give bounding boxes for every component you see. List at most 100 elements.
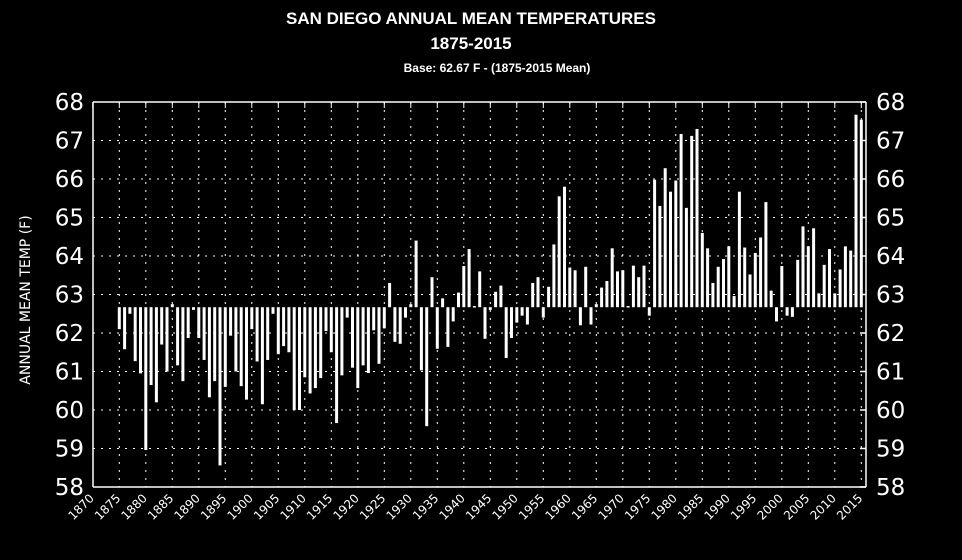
bar-1927 xyxy=(393,307,397,342)
bar-1952 xyxy=(525,307,529,325)
x-tick-label: 1975 xyxy=(622,491,653,522)
bar-1986 xyxy=(706,248,710,308)
x-tick-label: 1890 xyxy=(171,491,202,522)
bar-2001 xyxy=(785,307,789,316)
bar-1922 xyxy=(366,307,370,374)
bar-1907 xyxy=(287,307,291,353)
bar-1955 xyxy=(541,307,545,318)
bar-2005 xyxy=(806,246,810,308)
x-tick-label: 1955 xyxy=(516,491,547,522)
bar-1900 xyxy=(250,307,254,330)
bar-1950 xyxy=(515,307,519,323)
bar-1912 xyxy=(313,307,317,389)
bar-1997 xyxy=(764,202,768,308)
bar-1919 xyxy=(351,307,354,368)
bar-1895 xyxy=(223,307,227,387)
bar-1886 xyxy=(176,307,180,366)
bar-2007 xyxy=(817,293,821,308)
bar-1929 xyxy=(404,307,407,318)
x-tick-label: 1910 xyxy=(277,491,308,522)
y-tick-label: 65 xyxy=(55,206,84,232)
y-tick-label-right: 68 xyxy=(876,90,905,116)
bar-1883 xyxy=(160,307,164,345)
bar-2003 xyxy=(796,259,800,308)
bar-1904 xyxy=(271,307,275,314)
bar-1898 xyxy=(239,307,243,387)
bar-1890 xyxy=(197,307,201,339)
bar-1976 xyxy=(653,179,657,308)
y-tick-label-right: 62 xyxy=(876,321,905,347)
x-tick-label: 1980 xyxy=(648,491,679,522)
x-tick-label: 1950 xyxy=(489,491,520,522)
bar-1937 xyxy=(446,307,450,347)
bar-1888 xyxy=(186,307,190,339)
bar-1906 xyxy=(282,307,286,347)
x-tick-label: 1880 xyxy=(118,491,149,522)
bar-1903 xyxy=(266,307,270,360)
bar-1980 xyxy=(674,180,678,308)
x-tick-label: 1940 xyxy=(436,491,467,522)
bar-1998 xyxy=(769,290,773,308)
y-tick-label-right: 65 xyxy=(876,206,905,232)
y-tick-label-right: 66 xyxy=(876,167,905,193)
bar-1913 xyxy=(319,307,323,379)
bar-1975 xyxy=(647,307,651,316)
y-tick-labels-left: 58 59 60 61 62 63 64 65 66 67 68 xyxy=(55,90,84,501)
bar-1966 xyxy=(600,287,604,308)
bar-1960 xyxy=(568,267,572,308)
x-tick-label: 1915 xyxy=(304,491,335,522)
bar-1876 xyxy=(123,307,127,350)
bar-1892 xyxy=(207,307,211,398)
bar-1928 xyxy=(398,307,402,344)
y-tick-label: 60 xyxy=(55,398,84,424)
bar-1924 xyxy=(377,307,381,364)
bar-1992 xyxy=(737,191,741,308)
bar-1988 xyxy=(716,266,720,308)
bar-1925 xyxy=(382,307,386,329)
bar-1968 xyxy=(610,248,614,308)
bar-1984 xyxy=(695,128,699,308)
bar-2015 xyxy=(859,119,863,308)
y-tick-label: 59 xyxy=(55,437,84,463)
x-tick-label: 1885 xyxy=(145,491,176,522)
bar-1941 xyxy=(467,249,471,308)
bar-1877 xyxy=(128,307,132,314)
bar-1944 xyxy=(483,307,487,339)
bar-1973 xyxy=(637,277,641,308)
bar-2004 xyxy=(801,226,805,308)
bar-1962 xyxy=(578,307,582,326)
bar-1897 xyxy=(234,307,238,372)
y-tick-label-right: 64 xyxy=(876,244,905,270)
bar-1995 xyxy=(753,252,757,308)
bar-1896 xyxy=(229,307,233,336)
x-tick-label: 1895 xyxy=(198,491,229,522)
plot-frame xyxy=(92,101,867,488)
bar-1943 xyxy=(478,271,482,308)
x-tick-label: 1985 xyxy=(675,491,706,522)
bar-1996 xyxy=(759,237,763,308)
bar-1921 xyxy=(361,307,365,366)
y-tick-label-right: 63 xyxy=(876,283,905,309)
x-tick-label: 1920 xyxy=(330,491,361,522)
bar-1974 xyxy=(642,265,646,308)
bar-1953 xyxy=(531,282,535,308)
bar-1889 xyxy=(192,307,195,310)
bar-1948 xyxy=(504,307,508,359)
bar-1914 xyxy=(324,307,328,332)
bar-2013 xyxy=(849,250,853,308)
y-tick-label: 61 xyxy=(55,360,84,386)
bar-1949 xyxy=(510,307,513,339)
bar-1879 xyxy=(139,307,142,374)
y-tick-label: 68 xyxy=(55,90,84,116)
chart-subtitle: 1875-2015 xyxy=(430,34,511,53)
bar-1911 xyxy=(308,307,312,394)
bar-1951 xyxy=(520,307,524,316)
bar-1885 xyxy=(170,304,174,308)
bar-1987 xyxy=(711,282,715,308)
bar-1969 xyxy=(616,271,619,308)
bar-1932 xyxy=(419,307,423,371)
bar-1963 xyxy=(584,266,588,308)
bar-2012 xyxy=(843,246,847,308)
bar-1916 xyxy=(335,307,339,424)
